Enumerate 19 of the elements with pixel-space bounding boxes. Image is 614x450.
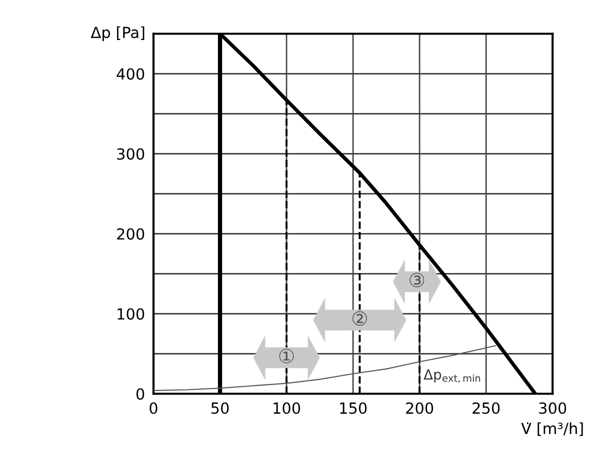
x-tick-label: 0 xyxy=(150,402,158,414)
y-tick-label: 0 xyxy=(136,388,144,400)
x-tick-label: 250 xyxy=(472,402,500,414)
y-axis-title: Δp [Pa] xyxy=(90,26,144,42)
x-tick-label: 300 xyxy=(539,402,566,414)
y-tick-label: 300 xyxy=(117,148,144,160)
x-tick-label: 200 xyxy=(406,402,434,414)
y-tick-label: 400 xyxy=(116,68,144,80)
annotation: ② xyxy=(352,311,367,326)
x-tick-label: 100 xyxy=(274,402,300,414)
y-tick-label: 100 xyxy=(118,308,144,320)
annotation: ① xyxy=(279,348,294,364)
line-series xyxy=(154,345,496,392)
x-tick-label: 150 xyxy=(340,402,367,414)
y-tick-label: 200 xyxy=(117,228,144,240)
annotation: ③ xyxy=(410,272,424,288)
annotation: Δp$_{ext,min}$ xyxy=(424,369,480,383)
x-axis-title: V̇ [m³/h] xyxy=(521,422,583,436)
x-tick-label: 50 xyxy=(211,402,229,414)
